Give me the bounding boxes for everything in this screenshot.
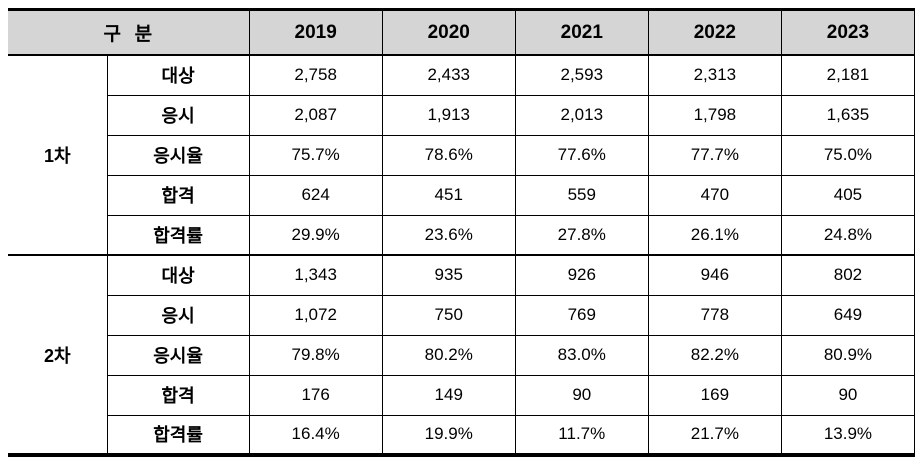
cell-value: 559 <box>514 174 649 216</box>
cell-value: 802 <box>780 254 916 296</box>
cell-value: 77.6% <box>514 134 649 176</box>
cell-value: 935 <box>381 254 516 296</box>
row-label: 응시율 <box>106 134 250 176</box>
cell-value: 11.7% <box>514 414 649 456</box>
cell-value: 946 <box>647 254 782 296</box>
cell-value: 2,758 <box>248 54 383 96</box>
table-row: 합격 624 451 559 470 405 <box>8 174 916 216</box>
cell-value: 176 <box>248 374 383 416</box>
cell-value: 2,087 <box>248 94 383 136</box>
row-label: 합격 <box>106 174 250 216</box>
cell-value: 77.7% <box>647 134 782 176</box>
cell-value: 24.8% <box>780 214 916 256</box>
cell-value: 78.6% <box>381 134 516 176</box>
column-header-2021: 2021 <box>514 9 649 56</box>
cell-value: 90 <box>514 374 649 416</box>
row-label: 합격률 <box>106 414 250 456</box>
cell-value: 624 <box>248 174 383 216</box>
table-row: 합격률 16.4% 19.9% 11.7% 21.7% 13.9% <box>8 414 916 456</box>
cell-value: 2,013 <box>514 94 649 136</box>
section-round-1: 1차 대상 2,758 2,433 2,593 2,313 2,181 응시 2… <box>8 54 916 256</box>
cell-value: 1,635 <box>780 94 916 136</box>
cell-value: 80.9% <box>780 334 916 376</box>
cell-value: 82.2% <box>647 334 782 376</box>
cell-value: 1,343 <box>248 254 383 296</box>
column-header-2020: 2020 <box>381 9 516 56</box>
row-label: 응시 <box>106 94 250 136</box>
cell-value: 79.8% <box>248 334 383 376</box>
cell-value: 80.2% <box>381 334 516 376</box>
cell-value: 149 <box>381 374 516 416</box>
table-row: 1차 대상 2,758 2,433 2,593 2,313 2,181 <box>8 54 916 256</box>
cell-value: 27.8% <box>514 214 649 256</box>
table-row: 합격 176 149 90 169 90 <box>8 374 916 416</box>
cell-value: 169 <box>647 374 782 416</box>
row-label: 합격률 <box>106 214 250 256</box>
cell-value: 750 <box>381 294 516 336</box>
column-header-2023: 2023 <box>780 9 916 56</box>
cell-value: 23.6% <box>381 214 516 256</box>
table-row: 응시 2,087 1,913 2,013 1,798 1,635 <box>8 94 916 136</box>
cell-value: 2,593 <box>514 54 649 96</box>
cell-value: 2,433 <box>381 54 516 96</box>
cell-value: 926 <box>514 254 649 296</box>
table-row: 2차 대상 1,343 935 926 946 802 <box>8 254 916 456</box>
row-label: 응시 <box>106 294 250 336</box>
row-label: 합격 <box>106 374 250 416</box>
cell-value: 21.7% <box>647 414 782 456</box>
table-row: 합격률 29.9% 23.6% 27.8% 26.1% 24.8% <box>8 214 916 256</box>
cell-value: 470 <box>647 174 782 216</box>
cell-value: 90 <box>780 374 916 416</box>
table-row: 응시율 75.7% 78.6% 77.6% 77.7% 75.0% <box>8 134 916 176</box>
exam-statistics-table: 구 분 2019 2020 2021 2022 2023 1차 대상 2,758… <box>8 8 916 457</box>
row-label: 응시율 <box>106 334 250 376</box>
table-row: 응시율 79.8% 80.2% 83.0% 82.2% 80.9% <box>8 334 916 376</box>
cell-value: 1,913 <box>381 94 516 136</box>
column-header-2019: 2019 <box>248 9 383 56</box>
section-round-2: 2차 대상 1,343 935 926 946 802 응시 1,072 750… <box>8 254 916 456</box>
cell-value: 405 <box>780 174 916 216</box>
exam-statistics-table-page: 구 분 2019 2020 2021 2022 2023 1차 대상 2,758… <box>8 8 916 457</box>
cell-value: 451 <box>381 174 516 216</box>
cell-value: 649 <box>780 294 916 336</box>
cell-value: 2,181 <box>780 54 916 96</box>
row-label: 대상 <box>106 54 250 96</box>
section-label-round-2: 2차 <box>8 254 108 456</box>
cell-value: 1,798 <box>647 94 782 136</box>
cell-value: 769 <box>514 294 649 336</box>
cell-value: 83.0% <box>514 334 649 376</box>
cell-value: 75.0% <box>780 134 916 176</box>
cell-value: 19.9% <box>381 414 516 456</box>
cell-value: 26.1% <box>647 214 782 256</box>
cell-value: 13.9% <box>780 414 916 456</box>
cell-value: 2,313 <box>647 54 782 96</box>
cell-value: 778 <box>647 294 782 336</box>
cell-value: 1,072 <box>248 294 383 336</box>
row-label: 대상 <box>106 254 250 296</box>
table-row: 응시 1,072 750 769 778 649 <box>8 294 916 336</box>
header-row: 구 분 2019 2020 2021 2022 2023 <box>8 9 916 56</box>
column-header-2022: 2022 <box>647 9 782 56</box>
column-header-group: 구 분 <box>8 9 250 56</box>
cell-value: 16.4% <box>248 414 383 456</box>
cell-value: 29.9% <box>248 214 383 256</box>
cell-value: 75.7% <box>248 134 383 176</box>
section-label-round-1: 1차 <box>8 54 108 256</box>
